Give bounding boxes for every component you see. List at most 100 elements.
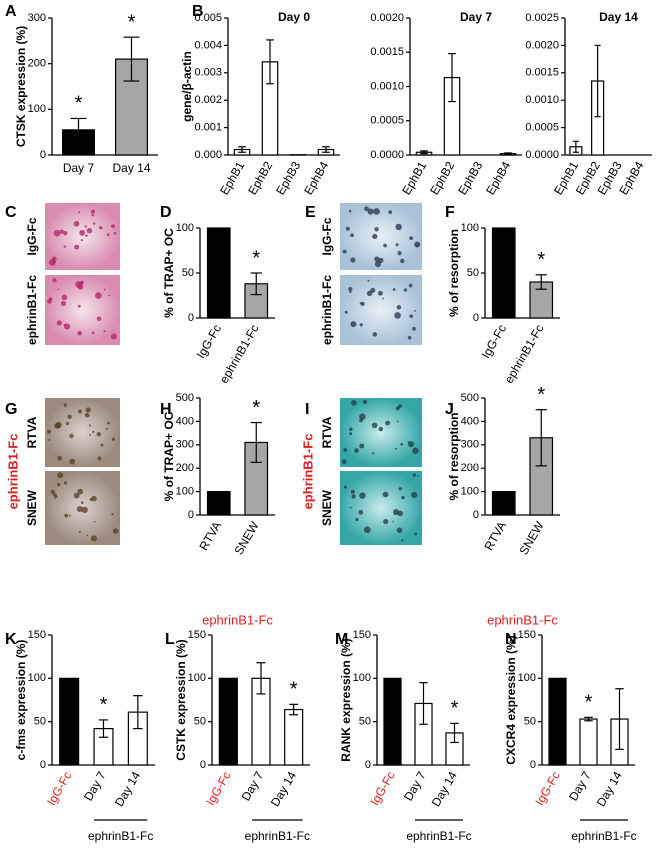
- y-tick-label: 0.0010: [525, 94, 559, 106]
- cell-spot: [63, 481, 68, 485]
- cell-spot: [403, 288, 408, 292]
- panel-letter: D: [160, 204, 172, 221]
- cell-spot: [91, 331, 95, 335]
- panel-letter: A: [5, 3, 17, 20]
- cell-spot: [91, 495, 97, 502]
- panel-letter: B: [192, 3, 204, 20]
- cell-spot: [395, 243, 399, 247]
- y-tick-label: 0.0000: [370, 149, 404, 161]
- y-tick-label: 100: [353, 672, 371, 684]
- error-bar: [448, 53, 456, 103]
- y-axis-label: CXCR4 expression (%): [504, 635, 518, 764]
- y-tick-label: 150: [518, 629, 536, 641]
- cell-spot: [350, 233, 354, 238]
- y-tick-label: 100: [176, 222, 194, 234]
- chart-title: Day 0: [278, 10, 310, 24]
- cell-spot: [96, 431, 101, 437]
- micrograph: [45, 398, 120, 467]
- cell-spot: [348, 427, 353, 432]
- x-tick-label: Day 7: [81, 769, 109, 803]
- cell-spot: [93, 520, 96, 523]
- error-bar: [504, 152, 512, 155]
- cell-spot: [374, 227, 379, 232]
- x-tick-label: SNEW: [231, 519, 261, 558]
- x-tick-label: IgG-Fc: [203, 769, 233, 808]
- cell-spot: [111, 437, 116, 441]
- cell-spot: [378, 426, 384, 432]
- cell-spot: [407, 335, 412, 340]
- cell-spot: [48, 438, 51, 441]
- cell-spot: [385, 420, 391, 426]
- cell-spot: [367, 279, 370, 282]
- cell-spot: [349, 506, 352, 509]
- cell-spot: [76, 505, 83, 513]
- y-tick-label: 300: [461, 439, 479, 451]
- cell-spot: [343, 485, 347, 489]
- y-tick-label: 100: [176, 486, 194, 498]
- cell-spot: [80, 501, 84, 505]
- cell-spot: [364, 206, 369, 212]
- x-tick-label: EphB3: [273, 159, 303, 197]
- cell-spot: [392, 520, 395, 523]
- x-tick-label: Day 7: [566, 769, 594, 803]
- cell-spot: [359, 443, 365, 449]
- y-axis-label: % of TRAP+ OC: [162, 411, 176, 501]
- y-tick-label: 100: [461, 222, 479, 234]
- cell-spot: [89, 434, 92, 436]
- cell-spot: [63, 245, 66, 248]
- cell-spot: [55, 495, 58, 498]
- cell-spot: [106, 233, 110, 237]
- error-bar: [419, 682, 428, 725]
- error-bar: [322, 146, 330, 153]
- error-bar: [615, 688, 624, 751]
- cell-spot: [79, 229, 86, 236]
- cell-spot: [354, 448, 359, 453]
- x-tick-label: EphB2: [245, 159, 275, 197]
- panel-letter: L: [165, 631, 175, 648]
- y-tick-label: 0.0000: [525, 149, 559, 161]
- cell-spot: [407, 441, 415, 448]
- cell-spot: [393, 508, 399, 515]
- panel-letter: E: [305, 204, 316, 221]
- y-tick-label: 50: [359, 716, 371, 728]
- y-tick-label: 100: [28, 672, 46, 684]
- y-tick-label: 0.0020: [370, 12, 404, 24]
- y-axis-label: gene/β-actin: [180, 51, 194, 122]
- chart-title: Day 14: [599, 10, 638, 24]
- error-bar: [256, 662, 266, 695]
- cell-spot: [373, 208, 380, 215]
- bar: [206, 491, 231, 516]
- y-tick-label: 150: [353, 629, 371, 641]
- cell-spot: [396, 420, 399, 423]
- bar: [491, 491, 516, 516]
- cell-spot: [84, 412, 90, 418]
- significance-star: *: [451, 698, 459, 720]
- significance-star: *: [75, 93, 83, 115]
- x-tick-label: ephrinB1-Fc: [502, 322, 547, 386]
- cell-spot: [97, 456, 102, 461]
- cell-spot: [348, 209, 352, 213]
- cell-spot: [47, 298, 52, 304]
- error-bar: [133, 695, 143, 730]
- cell-spot: [99, 226, 103, 230]
- cell-spot: [377, 290, 383, 296]
- cell-spot: [63, 403, 68, 407]
- significance-star: *: [252, 397, 260, 419]
- micrograph: [340, 471, 422, 545]
- x-tick-label: Day 14: [429, 769, 460, 809]
- cell-spot: [92, 222, 96, 225]
- y-tick-label: 0: [473, 312, 479, 324]
- error-bar: [572, 140, 579, 153]
- y-tick-label: 500: [176, 392, 194, 404]
- cell-spot: [113, 231, 117, 235]
- y-tick-label: 0.004: [194, 39, 222, 51]
- panel-letter: I: [305, 401, 309, 418]
- cell-spot: [61, 294, 68, 301]
- panel-letter: M: [335, 631, 348, 648]
- cell-spot: [412, 447, 419, 454]
- image-label: ephrinB1-Fc: [320, 275, 334, 345]
- cell-spot: [372, 332, 378, 337]
- image-label: SNEW: [25, 489, 39, 526]
- y-tick-label: 100: [518, 672, 536, 684]
